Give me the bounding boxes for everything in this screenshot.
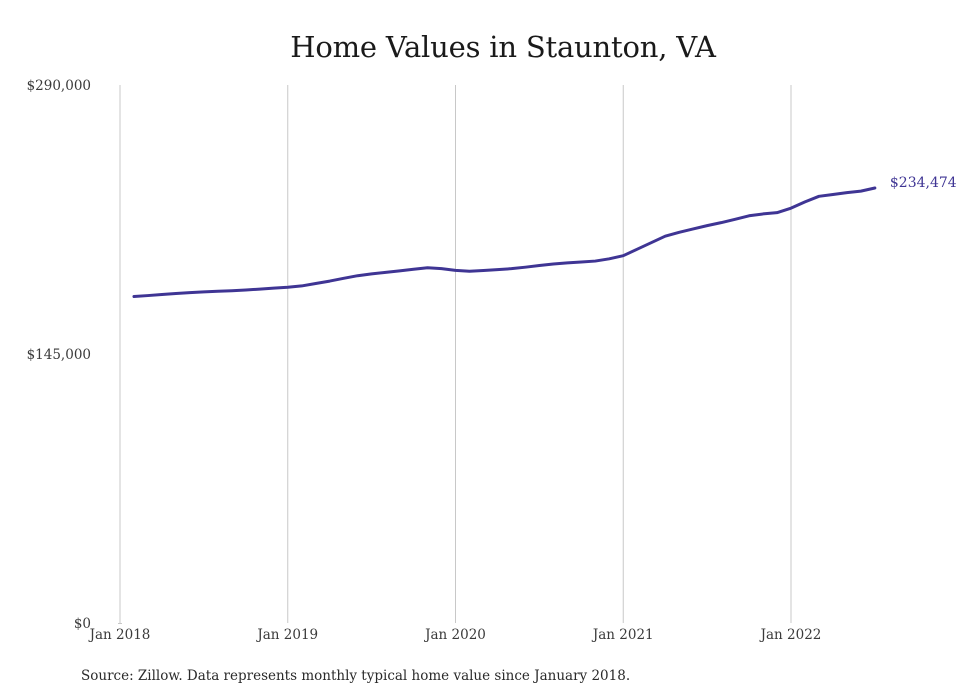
- tick-labels: Jan 2018 Jan 2019 Jan 2020 Jan 2021 Jan 2022…: [27, 78, 957, 643]
- x-tick-label: Jan 2022: [759, 627, 822, 643]
- gridlines: [119, 85, 792, 623]
- x-tick-label: Jan 2021: [591, 627, 654, 643]
- y-tick-label: $0: [74, 616, 91, 632]
- x-tick-label: Jan 2019: [255, 627, 318, 643]
- end-value-label: $234,474: [890, 175, 957, 191]
- series-layer: [132, 186, 877, 298]
- chart-title: Home Values in Staunton, VA: [290, 30, 716, 64]
- chart-source-note: Source: Zillow. Data represents monthly …: [81, 668, 631, 684]
- series-line: [132, 186, 877, 298]
- x-tick-label: Jan 2020: [423, 627, 486, 643]
- x-tick-label: Jan 2018: [88, 627, 151, 643]
- y-tick-label: $290,000: [27, 78, 91, 94]
- y-tick-label: $145,000: [27, 347, 91, 363]
